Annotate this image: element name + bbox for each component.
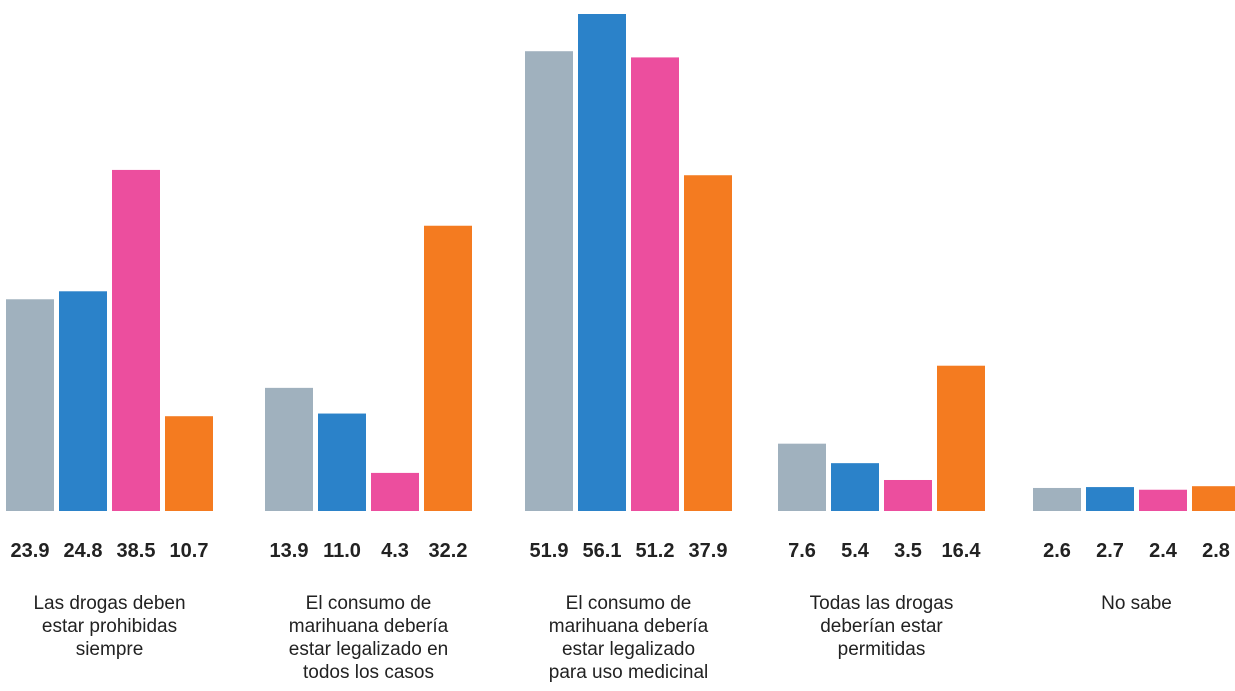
- category-label-2: El consumo de marihuana debería estar le…: [288, 593, 449, 683]
- category-label-4: Todas las drogas deberían estar permitid…: [809, 593, 954, 660]
- bar-group2-series1: [265, 387, 313, 511]
- value-label-group1-series3: 38.5: [117, 540, 156, 562]
- value-label-group5-series4: 2.8: [1202, 540, 1230, 562]
- value-label-group1-series2: 24.8: [64, 540, 103, 562]
- value-label-group5-series3: 2.4: [1149, 540, 1178, 562]
- value-label-group3-series1: 51.9: [530, 540, 569, 562]
- bar-group5-series2: [1086, 487, 1134, 511]
- category-label-5: No sabe: [1101, 593, 1172, 614]
- bar-group4-series2: [831, 463, 879, 511]
- value-label-group3-series2: 56.1: [583, 540, 622, 562]
- value-label-group2-series2: 11.0: [323, 540, 361, 562]
- bar-group4-series1: [778, 443, 826, 511]
- bar-group2-series3: [371, 472, 419, 511]
- value-label-group2-series1: 13.9: [270, 540, 309, 562]
- bar-group3-series3: [631, 57, 679, 512]
- value-label-group5-series2: 2.7: [1096, 540, 1124, 562]
- bar-group4-series4: [937, 365, 985, 511]
- bar-group3-series2: [578, 14, 626, 511]
- bar-group1-series3: [112, 169, 160, 511]
- bar-group5-series3: [1139, 489, 1187, 511]
- value-label-group1-series4: 10.7: [170, 540, 209, 562]
- value-label-group3-series4: 37.9: [689, 540, 728, 562]
- category-label-1: Las drogas deben estar prohibidas siempr…: [33, 593, 186, 660]
- value-label-group3-series3: 51.2: [636, 540, 675, 562]
- value-label-group5-series1: 2.6: [1043, 540, 1071, 562]
- bar-group2-series4: [424, 225, 472, 511]
- value-label-group4-series1: 7.6: [788, 540, 816, 562]
- bar-group5-series1: [1033, 487, 1081, 511]
- bar-group1-series1: [6, 299, 54, 511]
- bar-group4-series3: [884, 479, 932, 511]
- value-label-group1-series1: 23.9: [11, 540, 50, 562]
- value-label-group4-series4: 16.4: [942, 540, 982, 562]
- value-label-group4-series3: 3.5: [894, 540, 922, 562]
- value-labels-layer: 23.9 24.8 38.5 10.7 13.9 11.0 4.3 32.2 51.9 56.1 5…: [11, 540, 1230, 562]
- bar-group1-series2: [59, 291, 107, 511]
- value-label-group4-series2: 5.4: [841, 540, 870, 562]
- bar-group3-series4: [684, 175, 732, 512]
- category-label-3: El consumo de marihuana debería estar le…: [548, 593, 709, 683]
- bar-group5-series4: [1192, 486, 1235, 511]
- bar-group3-series1: [525, 51, 573, 511]
- value-label-group2-series4: 32.2: [429, 540, 468, 562]
- value-label-group2-series3: 4.3: [381, 540, 409, 562]
- bars-layer: [6, 14, 1235, 512]
- bar-group2-series2: [318, 413, 366, 511]
- bar-group1-series4: [165, 416, 213, 511]
